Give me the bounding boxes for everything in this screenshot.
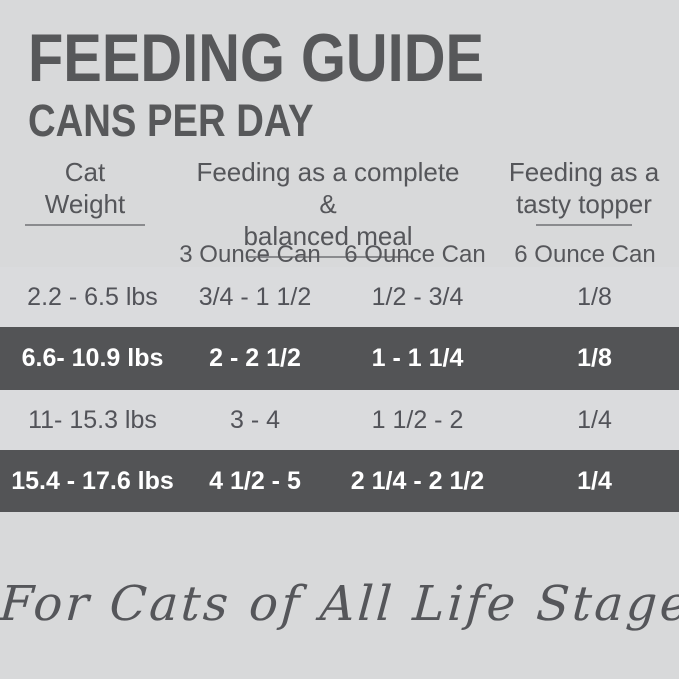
header-underline [536, 224, 632, 226]
column-header-line1: Feeding as a [508, 157, 660, 187]
table-row-highlighted: 6.6- 10.9 lbs 2 - 2 1/2 1 - 1 1/4 1/8 [0, 327, 679, 390]
column-header-complete-meal: Feeding as a complete & balanced meal [187, 156, 469, 258]
cell-complete-6oz: 1 - 1 1/4 [371, 344, 464, 372]
cell-complete-3oz: 3 - 4 [229, 405, 281, 434]
cell-cat-weight: 6.6- 10.9 lbs [21, 344, 164, 372]
subheader-6oz-can-meal: 6 Ounce Can [344, 241, 486, 268]
cell-complete-6oz: 1/2 - 3/4 [371, 282, 464, 311]
cell-cat-weight: 15.4 - 17.6 lbs [11, 466, 174, 495]
column-header-line1: Cat [64, 157, 106, 187]
cell-topper-6oz: 1/8 [577, 344, 612, 372]
table-row: 11- 15.3 lbs 3 - 4 1 1/2 - 2 1/4 [0, 390, 679, 450]
column-header-line2: Weight [44, 189, 126, 219]
cell-topper-6oz: 1/8 [577, 282, 612, 311]
cell-cat-weight: 11- 15.3 lbs [28, 405, 157, 434]
cell-cat-weight: 2.2 - 6.5 lbs [27, 282, 158, 311]
cell-topper-6oz: 1/4 [577, 466, 612, 495]
column-header-tasty-topper: Feeding as a tasty topper [493, 156, 675, 226]
header-underline [25, 224, 145, 226]
column-header-line2: tasty topper [516, 189, 652, 219]
header-underline [245, 256, 411, 258]
column-header-cat-weight: Cat Weight [10, 156, 160, 226]
page-title: FEEDING GUIDE [28, 20, 485, 96]
cell-complete-6oz: 1 1/2 - 2 [371, 405, 464, 434]
subheader-6oz-can-topper: 6 Ounce Can [514, 241, 656, 268]
column-header-line2: balanced meal [243, 221, 413, 251]
cell-complete-3oz: 4 1/2 - 5 [209, 466, 301, 495]
cell-complete-6oz: 2 1/4 - 2 1/2 [350, 466, 485, 495]
cell-complete-3oz: 2 - 2 1/2 [209, 344, 301, 372]
subheader-3oz-can: 3 Ounce Can [179, 241, 321, 268]
table-row-highlighted: 15.4 - 17.6 lbs 4 1/2 - 5 2 1/4 - 2 1/2 … [0, 450, 679, 512]
column-header-line1: Feeding as a complete & [196, 157, 460, 219]
page-subtitle: CANS PER DAY [28, 95, 314, 146]
table-row: 2.2 - 6.5 lbs 3/4 - 1 1/2 1/2 - 3/4 1/8 [0, 267, 679, 327]
cell-topper-6oz: 1/4 [577, 405, 612, 434]
cell-complete-3oz: 3/4 - 1 1/2 [198, 282, 312, 311]
tagline-script: For Cats of All Life Stages [0, 576, 679, 632]
